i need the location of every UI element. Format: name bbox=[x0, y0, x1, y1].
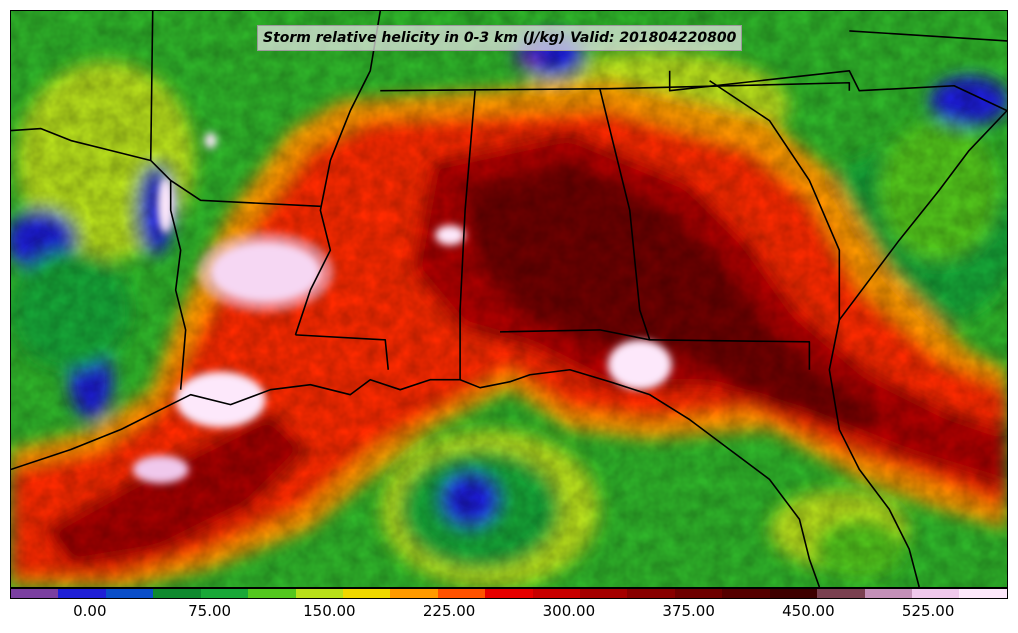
boundary-al-fl bbox=[500, 329, 811, 370]
colorbar-tick-label: 75.00 bbox=[188, 602, 232, 620]
colorbar-segment bbox=[295, 589, 343, 598]
coast-texas bbox=[11, 127, 151, 162]
colorbar-segment bbox=[390, 589, 438, 598]
colorbar-segment bbox=[674, 589, 723, 598]
colorbar-segment bbox=[342, 589, 391, 598]
maxima-texas-sw bbox=[132, 455, 189, 484]
helicity-field-map bbox=[11, 11, 1007, 587]
colorbar-segment bbox=[200, 589, 249, 598]
colorbar-segment bbox=[912, 589, 960, 598]
boundary-ms-al bbox=[459, 90, 476, 380]
colorbar-tick-label: 0.00 bbox=[73, 602, 107, 620]
colorbar-tick-label: 525.00 bbox=[901, 602, 955, 620]
colorbar-segment bbox=[11, 589, 59, 598]
colorbar-segment bbox=[864, 589, 913, 598]
boundary-la-ms bbox=[295, 334, 390, 370]
colorbar-tick-label: 450.00 bbox=[782, 602, 835, 620]
colorbar-tick-label: 150.00 bbox=[303, 602, 356, 620]
boundary-ms-river bbox=[294, 11, 382, 336]
colorbar-segment bbox=[532, 589, 581, 598]
colorbar-segment bbox=[105, 589, 154, 598]
colorbar-segment bbox=[248, 589, 296, 598]
boundary-va bbox=[849, 30, 1007, 42]
state-boundaries bbox=[11, 11, 1007, 587]
boundary-al-ga bbox=[599, 88, 651, 341]
maxima-nw bbox=[157, 177, 174, 234]
map-panel: Storm relative helicity in 0-3 km (J/kg)… bbox=[10, 10, 1008, 588]
map-title: Storm relative helicity in 0-3 km (J/kg)… bbox=[257, 25, 743, 51]
colorbar-segment bbox=[580, 589, 628, 598]
colorbar-ticks: 0.00 75.00 150.00 225.00 300.00 375.00 450.00 5… bbox=[10, 600, 1008, 628]
colorbar-segment bbox=[722, 589, 770, 598]
boundary-nc-sc bbox=[668, 69, 1007, 112]
field-texture bbox=[11, 11, 1007, 587]
maxima-nw2 bbox=[204, 132, 217, 149]
colorbar bbox=[10, 588, 1008, 599]
boundary-tn-north bbox=[380, 81, 851, 92]
colorbar-segment bbox=[769, 589, 818, 598]
colorbar-segment bbox=[485, 589, 533, 598]
maxima-louisiana-halo bbox=[197, 232, 334, 312]
colorbar-tick-label: 300.00 bbox=[542, 602, 596, 620]
coast-atlantic bbox=[828, 110, 1007, 587]
maxima-alabama bbox=[435, 225, 466, 246]
colorbar-segment bbox=[153, 589, 201, 598]
maxima-florida-panhandle bbox=[607, 339, 672, 390]
boundary-ar-la bbox=[169, 180, 187, 390]
colorbar-segment bbox=[627, 589, 675, 598]
coast-gulf bbox=[11, 368, 821, 587]
colorbar-segment bbox=[817, 589, 865, 598]
colorbar-tick-label: 225.00 bbox=[422, 602, 476, 620]
colorbar-segment bbox=[959, 589, 1007, 598]
colorbar-segment bbox=[58, 589, 106, 598]
colorbar-tick-label: 375.00 bbox=[662, 602, 715, 620]
boundary-ga-sc bbox=[709, 80, 841, 320]
colorbar-segment bbox=[437, 589, 486, 598]
maxima-texas-coast bbox=[175, 371, 266, 428]
